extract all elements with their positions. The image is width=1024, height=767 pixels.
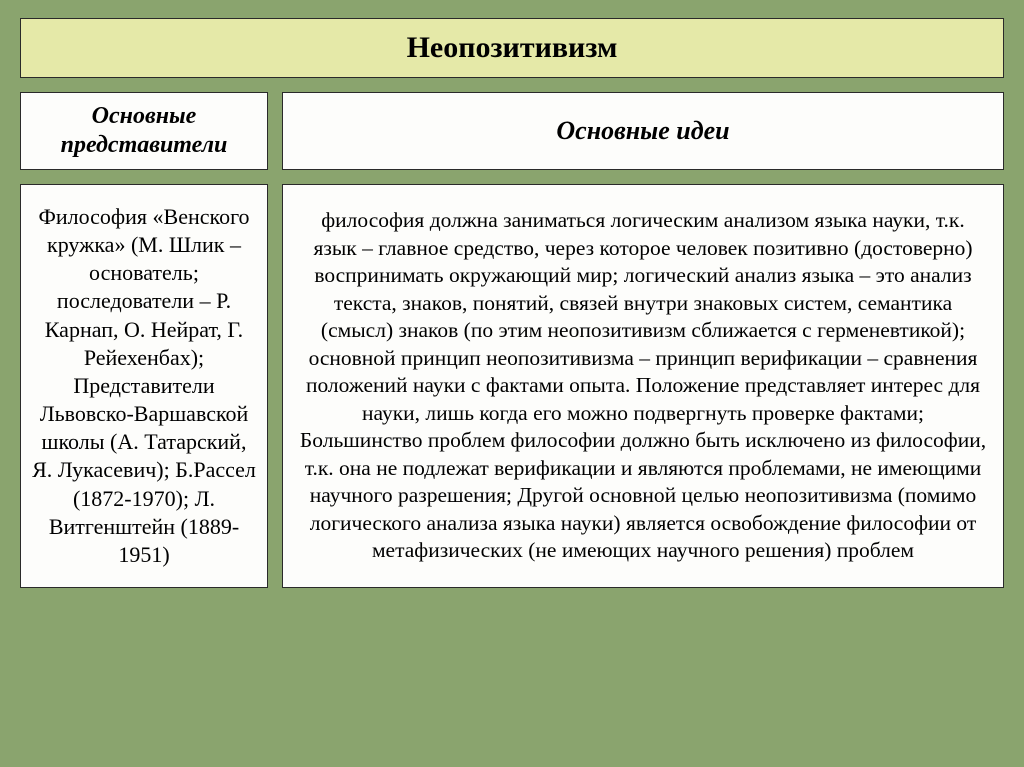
left-header: Основные представители (20, 92, 268, 170)
left-body: Философия «Венского кружка» (М. Шлик – о… (20, 184, 268, 588)
right-column: Основные идеи философия должна заниматьс… (282, 92, 1004, 588)
left-column: Основные представители Философия «Венско… (20, 92, 268, 588)
content-columns: Основные представители Философия «Венско… (20, 92, 1004, 588)
page-title: Неопозитивизм (20, 18, 1004, 78)
right-body: философия должна заниматься логическим а… (282, 184, 1004, 588)
right-header: Основные идеи (282, 92, 1004, 170)
